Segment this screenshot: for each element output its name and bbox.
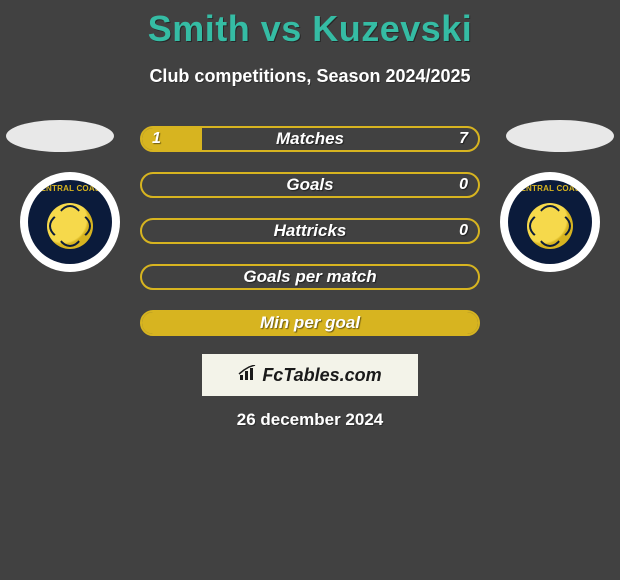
stat-label: Matches xyxy=(142,128,478,150)
page-title: Smith vs Kuzevski xyxy=(0,0,620,50)
soccer-ball-icon xyxy=(527,203,573,249)
date-text: 26 december 2024 xyxy=(0,410,620,430)
stat-left-value: 1 xyxy=(152,128,161,150)
player-left-club-badge: CENTRAL COAST xyxy=(20,172,120,272)
brand-logo[interactable]: FcTables.com xyxy=(202,354,418,396)
stat-row: Hattricks0 xyxy=(140,218,480,244)
stat-bar: Matches1 7 xyxy=(140,126,480,152)
stat-right-value: 0 xyxy=(459,174,468,196)
player-right-avatar xyxy=(506,120,614,152)
stat-right-value: 7 xyxy=(459,128,468,150)
stat-bar: Goals0 xyxy=(140,172,480,198)
subtitle: Club competitions, Season 2024/2025 xyxy=(0,66,620,87)
stat-bar: Goals per match xyxy=(140,264,480,290)
stat-row: Goals per match xyxy=(140,264,480,290)
stat-row: Min per goal xyxy=(140,310,480,336)
stat-label: Hattricks xyxy=(142,220,478,242)
player-right-club-badge: CENTRAL COAST xyxy=(500,172,600,272)
stat-row: Goals0 xyxy=(140,172,480,198)
club-badge-text: CENTRAL COAST xyxy=(28,184,112,193)
brand-text: FcTables.com xyxy=(262,365,381,386)
stat-bar: Min per goal xyxy=(140,310,480,336)
stat-label: Min per goal xyxy=(142,312,478,334)
stat-row: Matches1 7 xyxy=(140,126,480,152)
club-badge-text: CENTRAL COAST xyxy=(508,184,592,193)
stat-right-value: 0 xyxy=(459,220,468,242)
stat-label: Goals xyxy=(142,174,478,196)
club-badge-inner: CENTRAL COAST xyxy=(28,180,112,264)
stat-bar: Hattricks0 xyxy=(140,218,480,244)
stat-label: Goals per match xyxy=(142,266,478,288)
club-badge-inner: CENTRAL COAST xyxy=(508,180,592,264)
soccer-ball-icon xyxy=(47,203,93,249)
player-left-avatar xyxy=(6,120,114,152)
chart-icon xyxy=(238,365,258,386)
